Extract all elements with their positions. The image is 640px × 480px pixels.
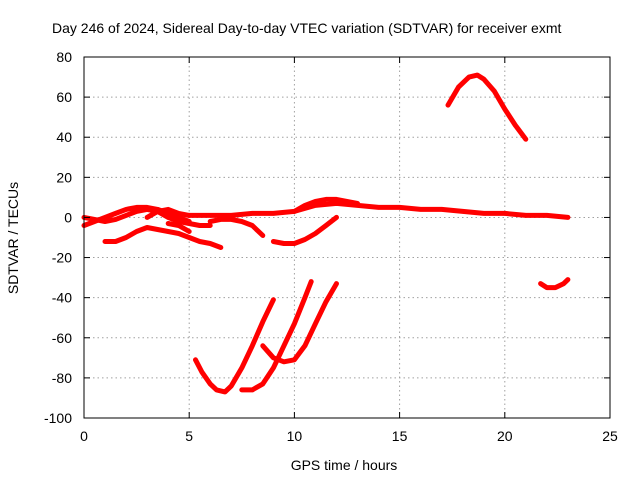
y-tick-label: 40 — [56, 129, 72, 145]
y-tick-label: -40 — [52, 290, 72, 306]
x-tick-label: 25 — [602, 428, 618, 444]
x-tick-label: 0 — [80, 428, 88, 444]
y-tick-label: -100 — [44, 410, 72, 426]
y-tick-label: 60 — [56, 89, 72, 105]
y-tick-label: 0 — [64, 209, 72, 225]
y-tick-label: -60 — [52, 330, 72, 346]
x-tick-label: 10 — [287, 428, 303, 444]
chart-title: Day 246 of 2024, Sidereal Day-to-day VTE… — [52, 20, 561, 36]
y-tick-label: -20 — [52, 250, 72, 266]
y-axis-label: SDTVAR / TECUs — [5, 182, 21, 294]
x-tick-label: 15 — [392, 428, 408, 444]
chart-background — [0, 0, 640, 480]
x-axis-label: GPS time / hours — [291, 457, 398, 473]
y-tick-label: 20 — [56, 169, 72, 185]
x-tick-label: 5 — [185, 428, 193, 444]
y-tick-label: 80 — [56, 49, 72, 65]
x-tick-label: 20 — [497, 428, 513, 444]
chart: 0 5 10 15 20 25 -100 -80 -60 -40 -20 0 20 40 60 80 Day … — [0, 0, 640, 480]
y-tick-label: -80 — [52, 370, 72, 386]
